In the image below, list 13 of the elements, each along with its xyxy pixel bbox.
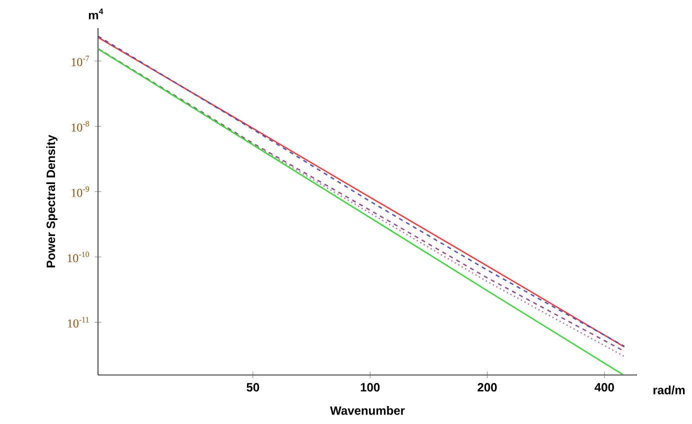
- y-tick-label: 10$^{-8}$: [72, 121, 90, 132]
- y-tick-label: 10$^{-9}$: [72, 186, 89, 197]
- x-tick-label: 100: [360, 383, 380, 392]
- text: rad/m: [654, 386, 685, 394]
- x-axis-title: Wavenumber: [330, 406, 405, 415]
- x-tick-label: 50: [246, 383, 260, 392]
- y-tick-label: 10$^{-10}$: [68, 252, 90, 262]
- y-tick-label: 10$^{-11}$: [68, 317, 89, 328]
- y-tick-label: 10$^{-7}$: [72, 56, 90, 66]
- text: m$^{4}$: [88, 8, 104, 20]
- y-axis-title: Power Spectral Density: [46, 134, 58, 268]
- x-tick-label: 200: [478, 383, 497, 392]
- x-tick-label: 400: [594, 383, 614, 392]
